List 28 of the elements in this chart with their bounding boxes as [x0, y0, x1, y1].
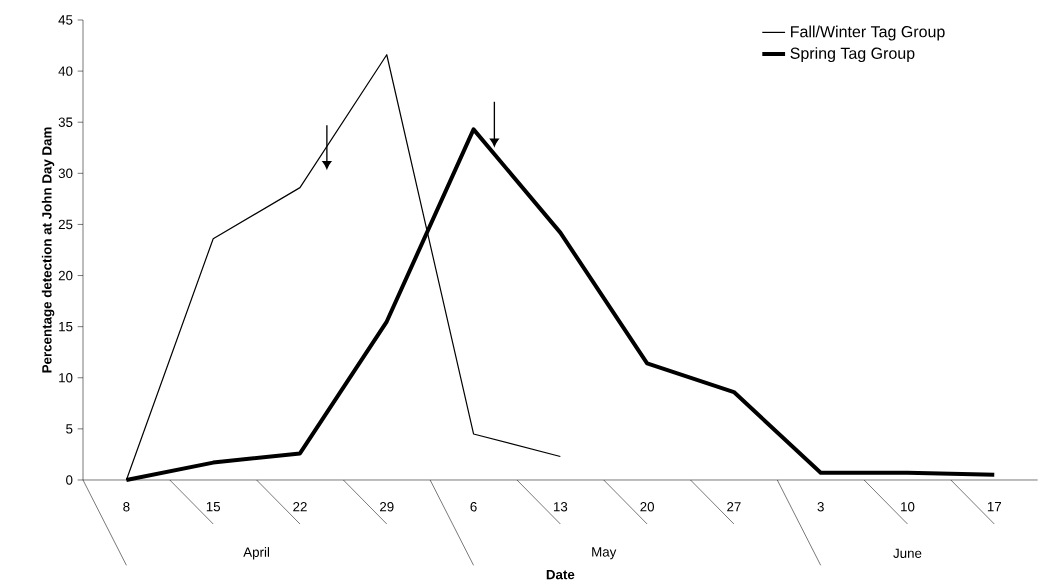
y-tick-label: 10 — [59, 373, 73, 383]
x-tick-label: 6 — [470, 502, 477, 512]
y-tick-label: 0 — [66, 475, 73, 485]
x-tick-label: 20 — [640, 502, 655, 512]
legend-label: Fall/Winter Tag Group — [791, 25, 945, 41]
x-tick-label: 3 — [817, 502, 824, 512]
text: April — [243, 547, 270, 560]
y-tick-label: 25 — [58, 219, 73, 230]
x-tick-label: 15 — [206, 502, 221, 512]
text: June — [893, 548, 922, 558]
x-tick-label: 13 — [553, 502, 568, 512]
x-axis-title: Date — [546, 569, 575, 580]
y-tick-label: 45 — [58, 15, 73, 25]
y-axis-title: Percentage detection at John Day Dam — [41, 127, 55, 373]
legend-label: Spring Tag Group — [790, 47, 915, 63]
y-tick-label: 5 — [66, 424, 73, 434]
text: May — [592, 547, 617, 560]
y-tick-label: 15 — [59, 322, 73, 332]
x-tick-label: 27 — [727, 502, 741, 512]
x-tick-label: 10 — [901, 502, 915, 512]
x-tick-label: 29 — [380, 502, 394, 512]
x-tick-label: 22 — [293, 502, 307, 512]
x-tick-label: 8 — [123, 502, 130, 512]
y-tick-label: 40 — [58, 66, 73, 76]
x-tick-label: 17 — [987, 502, 1002, 512]
y-tick-label: 35 — [58, 117, 73, 127]
y-tick-label: 30 — [58, 168, 73, 179]
y-tick-label: 20 — [58, 270, 73, 281]
